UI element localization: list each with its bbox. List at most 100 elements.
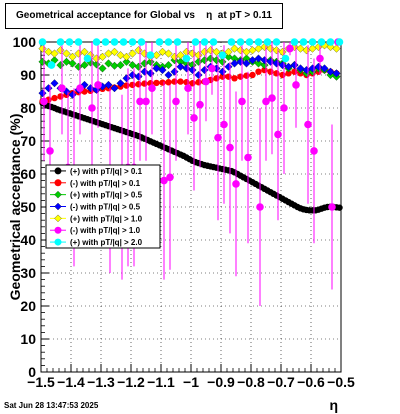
data-point — [200, 56, 209, 65]
data-point — [194, 70, 203, 80]
series-6 — [38, 38, 344, 69]
data-point — [308, 38, 317, 46]
legend-label: (+) with pT/|q| > 1.0 — [70, 214, 143, 223]
data-point — [285, 70, 292, 77]
data-point — [220, 120, 228, 129]
data-point — [279, 71, 286, 79]
y-axis-label: Geometrical acceptance (%) — [7, 114, 23, 301]
y-tick-label: 80 — [20, 100, 36, 116]
data-point — [242, 59, 251, 68]
data-point — [296, 64, 305, 73]
data-point — [158, 66, 167, 75]
data-point — [335, 38, 344, 46]
data-point — [136, 97, 144, 106]
data-point — [326, 38, 335, 46]
data-point — [38, 89, 47, 98]
data-point — [218, 57, 227, 66]
data-point — [110, 61, 119, 70]
series-0 — [39, 99, 343, 214]
data-point — [110, 38, 119, 46]
data-point — [38, 38, 47, 46]
data-point — [51, 94, 58, 102]
data-point — [317, 38, 326, 46]
data-point — [135, 81, 142, 88]
data-point — [176, 62, 185, 71]
data-point — [119, 38, 128, 46]
data-point — [83, 54, 92, 63]
data-point — [56, 46, 65, 55]
data-point — [266, 44, 275, 53]
data-point — [116, 51, 125, 60]
data-point — [116, 79, 125, 88]
data-point — [286, 44, 294, 53]
data-point — [172, 97, 180, 106]
data-point — [155, 38, 164, 46]
data-point — [232, 180, 240, 188]
data-point — [92, 38, 101, 46]
data-point — [110, 84, 119, 93]
data-point — [188, 49, 197, 58]
data-point — [160, 176, 168, 185]
data-point — [230, 44, 239, 53]
data-point — [218, 51, 227, 59]
data-point — [128, 61, 137, 70]
data-point — [214, 133, 222, 142]
data-point — [243, 72, 250, 79]
data-point — [88, 104, 96, 112]
data-point — [191, 38, 200, 46]
y-tick-label: 60 — [20, 166, 36, 182]
legend-label: (-) with pT/|q| > 0.5 — [70, 203, 141, 212]
data-point — [141, 80, 148, 87]
data-point — [209, 38, 218, 46]
data-point — [256, 203, 264, 211]
data-point — [281, 54, 290, 63]
data-point — [129, 81, 136, 89]
data-point — [166, 173, 174, 182]
y-tick-label: 70 — [20, 133, 36, 149]
data-point — [272, 46, 281, 55]
data-point — [302, 46, 311, 55]
data-point — [50, 79, 59, 88]
data-point — [146, 51, 155, 59]
data-point — [274, 130, 282, 139]
data-point — [101, 38, 110, 46]
x-tick-label: −1.4 — [57, 374, 85, 390]
data-point — [68, 52, 77, 61]
data-point — [225, 73, 232, 80]
data-point — [328, 203, 336, 211]
data-point — [173, 38, 182, 46]
data-point — [56, 38, 65, 46]
x-tick-label: −1.5 — [27, 374, 55, 390]
data-point — [140, 67, 149, 76]
x-tick-label: −0.8 — [237, 374, 265, 390]
x-axis-label: η — [329, 397, 338, 413]
data-point — [65, 38, 74, 46]
series-3 — [38, 54, 341, 99]
data-point — [291, 68, 298, 75]
data-point — [238, 97, 246, 106]
data-point — [164, 49, 173, 58]
data-point — [54, 238, 62, 246]
data-point — [237, 73, 244, 80]
data-point — [255, 68, 262, 75]
data-series — [38, 38, 344, 306]
data-point — [212, 47, 221, 56]
data-point — [98, 52, 107, 61]
data-point — [206, 54, 215, 63]
data-point — [236, 46, 245, 55]
data-point — [242, 47, 251, 56]
data-point — [54, 226, 62, 234]
data-point — [212, 56, 221, 65]
x-tick-label: −0.5 — [327, 374, 355, 390]
data-point — [54, 214, 62, 223]
data-point — [254, 59, 263, 68]
data-point — [47, 61, 56, 69]
data-point — [57, 93, 64, 100]
data-point — [158, 47, 167, 56]
y-tick-label: 0 — [28, 364, 36, 380]
data-point — [280, 104, 288, 112]
data-point — [267, 68, 274, 75]
data-point — [171, 78, 178, 85]
data-point — [54, 190, 62, 199]
